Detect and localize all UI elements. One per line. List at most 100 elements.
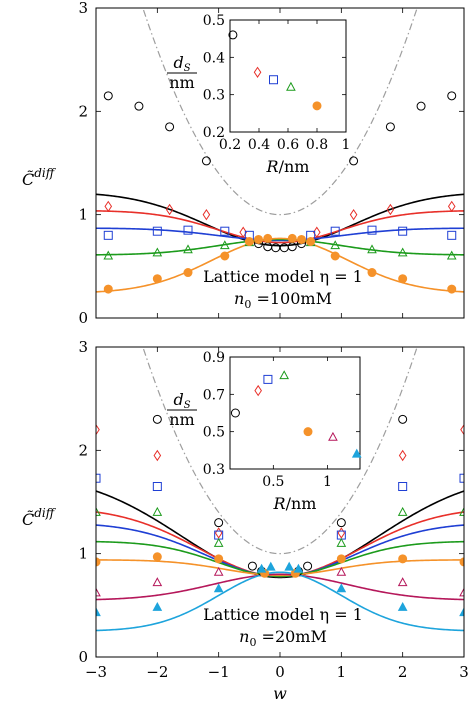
data-point-2 bbox=[152, 226, 162, 236]
data-point-0 bbox=[385, 122, 395, 132]
data-point-4 bbox=[214, 554, 224, 564]
plot-frame bbox=[95, 346, 465, 658]
data-point-3 bbox=[103, 250, 114, 260]
inset-x-tick-label: 0.6 bbox=[277, 137, 299, 153]
annotation-line-1: Lattice model η = 1 bbox=[203, 267, 363, 286]
series-line-0 bbox=[96, 193, 464, 247]
data-point-2 bbox=[220, 226, 230, 236]
x-tick-label: 3 bbox=[459, 663, 469, 681]
data-point-5 bbox=[152, 577, 163, 587]
data-point-4 bbox=[447, 284, 457, 294]
data-point-0 bbox=[247, 561, 257, 571]
data-point-1 bbox=[386, 203, 395, 216]
data-point-3 bbox=[397, 506, 408, 516]
inset-y-label-numerator: dS bbox=[173, 53, 190, 74]
inset-y-tick-label: 0.3 bbox=[203, 462, 225, 478]
data-point-6 bbox=[265, 561, 276, 571]
y-axis-label-main: C̃ bbox=[22, 510, 34, 529]
data-point-4 bbox=[459, 557, 464, 567]
dashdot-curve bbox=[142, 347, 418, 555]
data-point-0 bbox=[152, 414, 162, 424]
inset-point-0 bbox=[228, 30, 238, 40]
data-point-4 bbox=[96, 557, 101, 567]
annotation-sub: 0 bbox=[249, 636, 256, 649]
data-point-4 bbox=[330, 251, 340, 261]
inset-y-label-sub: S bbox=[184, 63, 191, 74]
data-point-1 bbox=[96, 423, 100, 436]
series-line-1 bbox=[96, 511, 464, 578]
data-point-2 bbox=[398, 482, 408, 491]
y-tick-label: 2 bbox=[78, 102, 88, 120]
data-point-5 bbox=[459, 587, 464, 597]
data-point-6 bbox=[256, 563, 267, 573]
data-point-4 bbox=[254, 234, 264, 244]
dashdot-curve bbox=[142, 8, 418, 216]
data-point-4 bbox=[152, 552, 162, 562]
data-point-1 bbox=[202, 208, 211, 221]
data-point-6 bbox=[152, 601, 163, 611]
inset-x-tick-label: 0.5 bbox=[262, 474, 284, 490]
data-point-0 bbox=[271, 243, 281, 253]
y-tick-label: 3 bbox=[78, 0, 88, 17]
inset-point-3 bbox=[286, 81, 296, 91]
annotation-n: n bbox=[234, 289, 244, 308]
data-point-5 bbox=[336, 566, 347, 576]
data-point-4 bbox=[398, 274, 408, 284]
data-point-0 bbox=[416, 101, 426, 111]
inset-x-label-unit: /nm bbox=[279, 157, 310, 176]
inset-x-label: R/nm bbox=[273, 494, 317, 513]
inset-frame bbox=[229, 19, 347, 133]
data-point-3 bbox=[336, 537, 347, 547]
inset-y-tick-label: 0.5 bbox=[203, 13, 225, 29]
data-point-0 bbox=[349, 156, 359, 166]
y-axis-label-sup: diff bbox=[34, 506, 57, 520]
series-line-0 bbox=[96, 490, 464, 579]
inset-point-2 bbox=[263, 374, 273, 384]
data-point-4 bbox=[220, 251, 230, 261]
series-line-1 bbox=[96, 210, 464, 244]
data-point-1 bbox=[312, 226, 321, 238]
inset-y-tick-label: 0.2 bbox=[203, 125, 225, 141]
data-point-2 bbox=[330, 226, 340, 236]
series-line-2 bbox=[96, 524, 464, 578]
data-point-0 bbox=[214, 518, 224, 528]
inset-x-tick-label: 1 bbox=[342, 137, 351, 153]
data-point-2 bbox=[367, 225, 377, 235]
inset-x-label-R: R bbox=[266, 157, 279, 176]
y-tick-label: 2 bbox=[78, 441, 88, 459]
data-point-6 bbox=[213, 583, 224, 593]
x-tick-label: −3 bbox=[85, 663, 107, 681]
inset-y-label-denominator: nm bbox=[169, 73, 194, 92]
inset-y-label-numerator: dS bbox=[173, 390, 190, 411]
data-point-3 bbox=[213, 537, 224, 547]
plot-area bbox=[96, 347, 464, 632]
data-point-0 bbox=[165, 122, 175, 132]
inset-point-4 bbox=[312, 101, 322, 111]
data-point-6 bbox=[293, 563, 304, 573]
series-line-3 bbox=[96, 540, 464, 578]
data-point-3 bbox=[152, 506, 163, 516]
annotation-rest: =20mM bbox=[256, 627, 326, 646]
inset-x-tick-label: 0.8 bbox=[306, 137, 328, 153]
data-point-1 bbox=[447, 200, 456, 213]
series-line-3 bbox=[96, 238, 464, 256]
x-tick-label: 0 bbox=[275, 663, 285, 681]
data-point-0 bbox=[134, 101, 144, 111]
y-tick-label: 0 bbox=[78, 309, 88, 327]
y-axis-label: C̃diff bbox=[22, 166, 57, 189]
data-point-4 bbox=[367, 268, 377, 278]
y-tick-label: 3 bbox=[78, 338, 88, 356]
data-point-4 bbox=[263, 233, 273, 243]
data-point-2 bbox=[96, 473, 101, 483]
inset-x-tick-label: 1 bbox=[323, 474, 332, 490]
data-point-4 bbox=[336, 554, 346, 564]
inset-x-label-unit: /nm bbox=[286, 494, 317, 513]
inset-y-label-d: d bbox=[173, 390, 183, 409]
plot-frame bbox=[95, 7, 465, 319]
data-point-0 bbox=[263, 242, 273, 252]
annotation-line-2: n0 =20mM bbox=[239, 627, 327, 649]
series-line-6 bbox=[96, 571, 464, 632]
data-point-6 bbox=[96, 607, 101, 617]
